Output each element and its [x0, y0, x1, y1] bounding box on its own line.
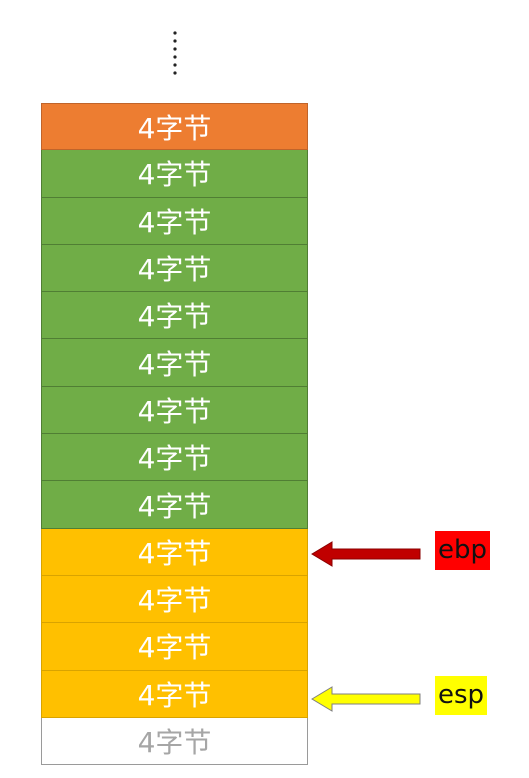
ellipsis-vertical-icon	[170, 30, 180, 80]
stack-cell: 4字节	[41, 198, 308, 245]
ebp-label: ebp	[435, 531, 490, 570]
stack-cell: 4字节	[41, 150, 308, 197]
stack-cell: 4字节	[41, 245, 308, 292]
stack-cell: 4字节	[41, 103, 308, 150]
esp-arrow-icon	[310, 685, 422, 713]
stack-cell: 4字节	[41, 576, 308, 623]
stack-cell: 4字节	[41, 718, 308, 765]
ebp-arrow-icon	[310, 540, 422, 568]
stack-cell: 4字节	[41, 292, 308, 339]
esp-label: esp	[435, 676, 487, 715]
stack-cell: 4字节	[41, 387, 308, 434]
stack-cell: 4字节	[41, 481, 308, 528]
stack-cell: 4字节	[41, 339, 308, 386]
stack-cell: 4字节	[41, 623, 308, 670]
memory-stack: 4字节 4字节 4字节 4字节 4字节 4字节 4字节 4字节 4字节 4字节 …	[41, 103, 308, 765]
stack-cell: 4字节	[41, 434, 308, 481]
stack-cell: 4字节	[41, 529, 308, 576]
stack-cell: 4字节	[41, 671, 308, 718]
